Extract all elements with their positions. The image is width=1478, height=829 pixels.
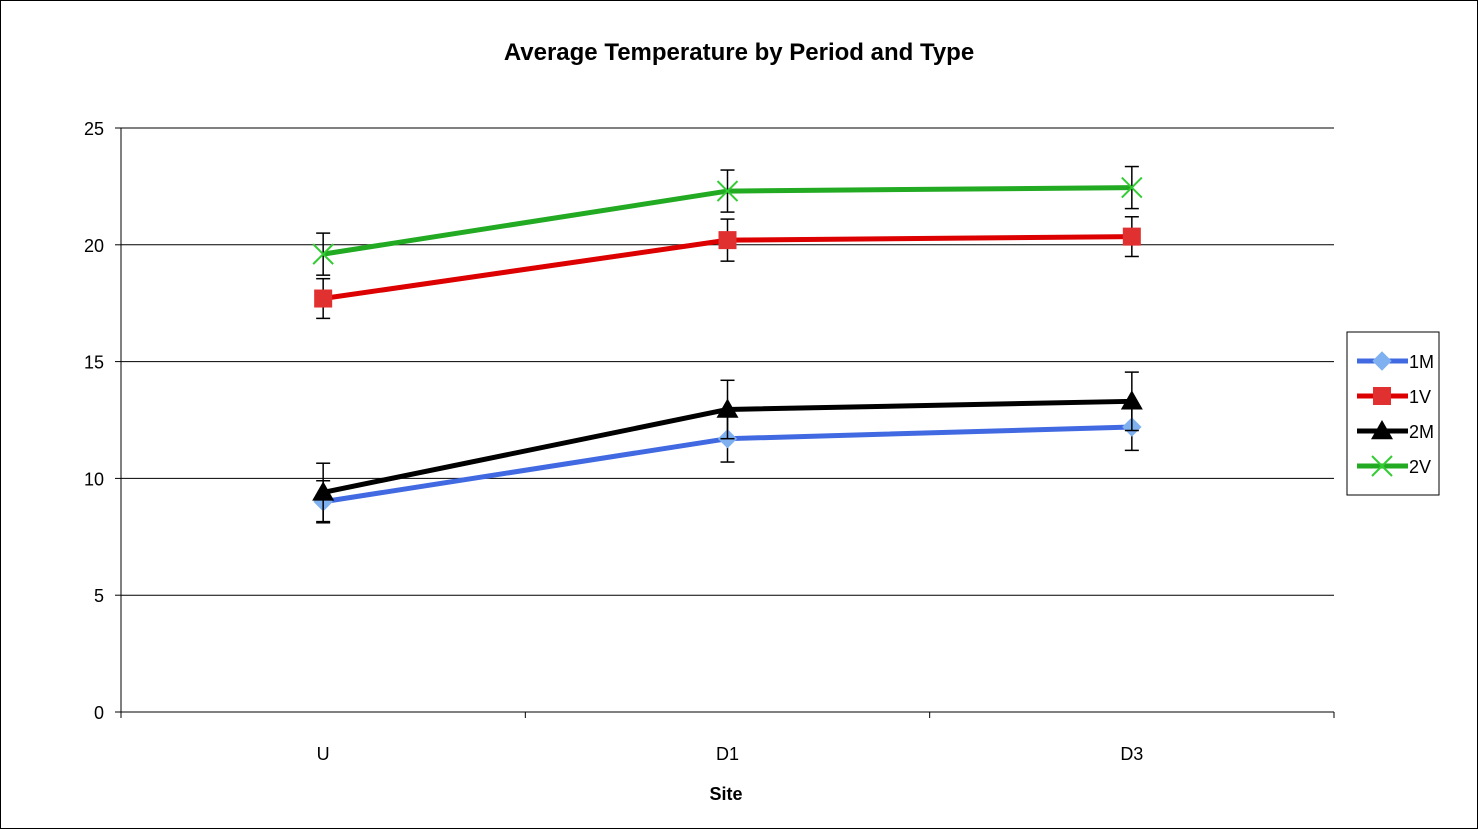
x-tick-label: D3 — [1120, 744, 1143, 764]
y-tick-label: 0 — [94, 703, 104, 723]
series-2V — [312, 165, 1143, 276]
legend-label-2M: 2M — [1409, 422, 1434, 442]
x-tick-label: D1 — [716, 744, 739, 764]
legend-marker-1M — [1372, 351, 1392, 371]
y-tick-label: 25 — [84, 119, 104, 139]
legend-label-2V: 2V — [1409, 457, 1431, 477]
x-axis-title: Site — [709, 784, 742, 804]
legend-marker-2V — [1371, 455, 1393, 477]
data-point-2M — [716, 398, 739, 418]
axes: 0 5 10 15 20 25 U D1 D3 — [84, 119, 1335, 764]
x-tick-label: U — [317, 744, 330, 764]
plot-series — [312, 165, 1143, 524]
data-point-2V — [716, 180, 739, 202]
marker-x-stroke — [1121, 176, 1143, 199]
data-point-1V — [314, 289, 333, 308]
legend-label-1M: 1M — [1409, 352, 1434, 372]
data-point-2M — [1120, 390, 1143, 410]
marker-x-stroke — [716, 180, 739, 202]
data-point-1V — [1122, 227, 1141, 246]
legend-marker-1V — [1373, 387, 1391, 405]
y-tick-label: 5 — [94, 586, 104, 606]
data-point-2V — [312, 243, 334, 265]
y-tick-label: 20 — [84, 236, 104, 256]
y-tick-label: 15 — [84, 353, 104, 373]
data-point-1V — [718, 231, 737, 250]
y-tick-label: 10 — [84, 469, 104, 489]
marker-x-stroke — [312, 243, 334, 265]
series-1V — [314, 216, 1141, 320]
legend-label-1V: 1V — [1409, 387, 1431, 407]
data-point-2V — [1121, 176, 1143, 199]
legend: 1M 1V 2M 2V — [1346, 331, 1440, 496]
marker-x-stroke — [1371, 455, 1393, 477]
legend-marker-2M — [1371, 420, 1393, 440]
series-2M — [312, 371, 1143, 523]
data-point-2M — [312, 481, 335, 501]
chart-title: Average Temperature by Period and Type — [504, 39, 974, 66]
